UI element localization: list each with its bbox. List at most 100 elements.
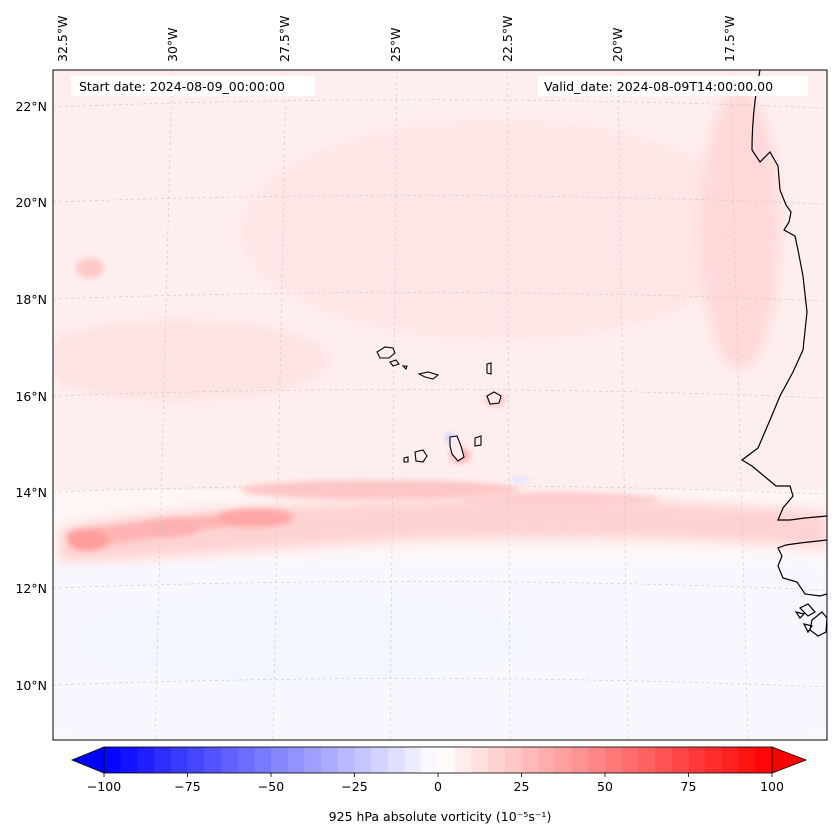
colorbar-segment <box>705 747 723 773</box>
lat-label: 10°N <box>15 678 47 693</box>
start-date-box: Start date: 2024-08-09_00:00:00 <box>71 76 315 96</box>
vorticity-field-patch <box>53 320 330 400</box>
coastline-mainland <box>740 70 827 521</box>
colorbar-segment <box>187 747 205 773</box>
colorbar-tick-label: −75 <box>174 779 200 794</box>
colorbar-extend-min <box>70 746 105 774</box>
lat-label: 22°N <box>15 99 47 114</box>
island-santo-antao <box>376 346 396 359</box>
lon-label: 25°W <box>388 27 403 62</box>
colorbar-segment <box>621 747 639 773</box>
colorbar-tick-label: 0 <box>434 779 442 794</box>
colorbar-segment <box>605 747 623 773</box>
island-sal <box>486 362 492 375</box>
island-brava <box>403 456 409 463</box>
islands <box>376 346 502 463</box>
colorbar-segment <box>588 747 606 773</box>
lon-label: 22.5°W <box>500 16 515 62</box>
start-date-label: Start date: 2024-08-09_00:00:00 <box>79 79 285 94</box>
colorbar-segment <box>738 747 756 773</box>
vorticity-field-patch <box>80 600 520 680</box>
parallel <box>53 581 827 591</box>
lat-label: 16°N <box>15 389 47 404</box>
colorbar-segment <box>104 747 122 773</box>
colorbar-ticks: −100 −75 −50 −25 0 25 50 75 100 <box>87 773 784 794</box>
lon-label: 20°W <box>610 27 625 62</box>
colorbar-segment <box>220 747 238 773</box>
lat-label: 20°N <box>15 195 47 210</box>
colorbar-tick-label: 100 <box>760 779 784 794</box>
colorbar-segment <box>170 747 188 773</box>
lon-label: 32.5°W <box>55 16 70 62</box>
parallel <box>53 485 827 495</box>
lon-label: 17.5°W <box>722 16 737 62</box>
vorticity-minimum <box>508 477 532 483</box>
colorbar-segment <box>404 747 422 773</box>
colorbar-tick-label: 50 <box>597 779 613 794</box>
island-sao-nicolau <box>417 371 440 380</box>
colorbar-segment <box>304 747 322 773</box>
colorbar-segment <box>571 747 589 773</box>
lon-label: 30°W <box>165 27 180 62</box>
lat-label: 18°N <box>15 292 47 307</box>
colorbar-tick-label: −25 <box>341 779 367 794</box>
colorbar-segment <box>287 747 305 773</box>
parallel <box>53 389 827 399</box>
colorbar-segment <box>721 747 739 773</box>
meridian <box>617 70 629 740</box>
vorticity-maximum <box>140 520 200 536</box>
colorbar-tick-label: 25 <box>514 779 530 794</box>
colorbar-segment <box>237 747 255 773</box>
colorbar-segment <box>554 747 572 773</box>
colorbar-segment <box>254 747 272 773</box>
vorticity-field-patch <box>700 90 780 370</box>
island-santa-luzia <box>401 365 408 371</box>
graticule <box>53 70 827 740</box>
meridian <box>729 70 749 740</box>
meridian <box>154 70 173 740</box>
parallel <box>53 195 827 205</box>
island-maio <box>474 435 482 447</box>
colorbar: −100 −75 −50 −25 0 25 50 75 100 925 hPa absolute… <box>70 746 808 824</box>
colorbar-segment <box>371 747 389 773</box>
colorbar-segment <box>438 747 456 773</box>
colorbar-segment <box>454 747 472 773</box>
vorticity-map: Start date: 2024-08-09_00:00:00 Valid_da… <box>53 70 827 740</box>
longitude-labels: 32.5°W 30°W 27.5°W 25°W 22.5°W 20°W 17.5… <box>55 16 737 62</box>
vorticity-band-north <box>460 492 660 508</box>
colorbar-label: 925 hPa absolute vorticity (10⁻⁵s⁻¹) <box>329 809 552 824</box>
parallel <box>53 678 827 688</box>
parallel <box>53 292 827 302</box>
vorticity-maximum <box>68 530 108 550</box>
latitude-labels: 22°N 20°N 18°N 16°N 14°N 12°N 10°N <box>15 99 47 693</box>
colorbar-segment <box>755 747 773 773</box>
coastline-gambia <box>777 539 827 597</box>
colorbar-segment <box>521 747 539 773</box>
colorbar-segment <box>154 747 172 773</box>
colorbar-segment <box>387 747 405 773</box>
island-boa-vista <box>486 391 502 405</box>
lat-label: 14°N <box>15 485 47 500</box>
lon-label: 27.5°W <box>277 16 292 62</box>
colorbar-segment <box>321 747 339 773</box>
colorbar-segment <box>538 747 556 773</box>
colorbar-segment <box>337 747 355 773</box>
parallel <box>53 99 827 109</box>
coastline-guinea-bissau <box>794 603 827 637</box>
colorbar-segment <box>271 747 289 773</box>
valid-date-label: Valid_date: 2024-08-09T14:00:00.00 <box>544 79 773 94</box>
island-fogo <box>414 449 428 463</box>
colorbar-tick-label: −100 <box>87 779 121 794</box>
colorbar-segment <box>671 747 689 773</box>
colorbar-segment <box>471 747 489 773</box>
colorbar-segment <box>504 747 522 773</box>
island-santiago <box>449 435 465 462</box>
map-frame <box>52 69 828 741</box>
meridian <box>506 70 511 740</box>
vorticity-band-north <box>240 480 520 500</box>
colorbar-extend-max <box>771 746 808 774</box>
colorbar-tick-label: −50 <box>258 779 284 794</box>
colorbar-segment <box>488 747 506 773</box>
colorbar-segment <box>137 747 155 773</box>
